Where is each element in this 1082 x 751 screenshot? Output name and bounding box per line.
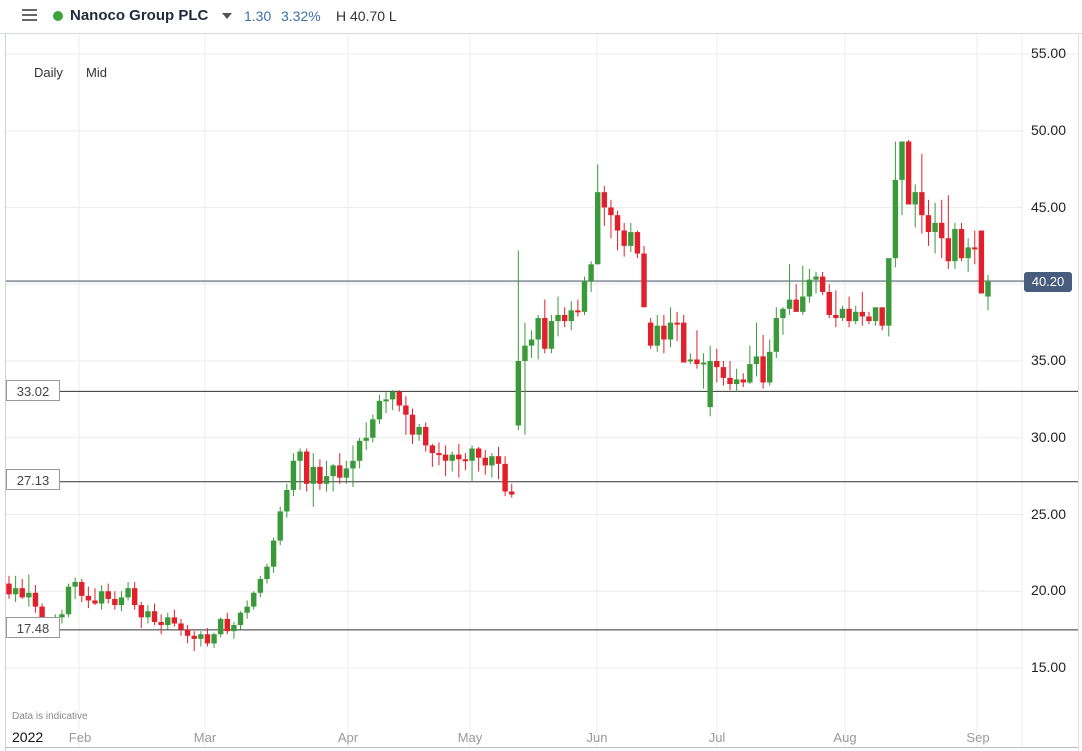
x-tick: Sep bbox=[966, 730, 990, 745]
level-label-3[interactable]: 17.48 bbox=[6, 617, 60, 638]
instrument-title[interactable]: Nanoco Group PLC bbox=[70, 7, 209, 24]
price-change: 1.30 bbox=[244, 8, 272, 24]
chart-frame-left bbox=[5, 34, 6, 751]
y-tick: 35.00 bbox=[1030, 352, 1066, 368]
y-tick: 15.00 bbox=[1030, 659, 1066, 675]
x-tick: Jul bbox=[708, 730, 726, 745]
x-tick: Mar bbox=[193, 730, 217, 745]
chart-frame-right bbox=[1078, 34, 1079, 751]
y-tick: 55.00 bbox=[1030, 45, 1066, 61]
y-tick: 20.00 bbox=[1030, 582, 1066, 598]
price-type-selector[interactable]: Mid bbox=[86, 65, 107, 80]
level-label-2[interactable]: 27.13 bbox=[6, 469, 60, 490]
y-tick: 25.00 bbox=[1030, 506, 1066, 522]
data-indicative-note: Data is indicative bbox=[12, 711, 88, 722]
x-axis-year: 2022 bbox=[12, 729, 44, 745]
x-tick: May bbox=[457, 730, 483, 745]
x-tick: Jun bbox=[586, 730, 608, 745]
price-change-percent: 3.32% bbox=[281, 8, 321, 24]
instrument-dropdown-chevron-icon[interactable] bbox=[222, 13, 232, 19]
hamburger-menu-icon[interactable] bbox=[22, 9, 37, 21]
level-label-1[interactable]: 33.02 bbox=[6, 380, 60, 401]
current-price-tag: 40.20 bbox=[1024, 272, 1072, 292]
y-tick: 45.00 bbox=[1030, 199, 1066, 215]
x-axis-baseline bbox=[6, 747, 1078, 748]
high-low-summary: H 40.70 L bbox=[336, 8, 397, 24]
x-tick: Apr bbox=[337, 730, 359, 745]
x-tick: Aug bbox=[833, 730, 857, 745]
market-status-dot-icon bbox=[53, 11, 63, 21]
chart-header: Nanoco Group PLC 1.30 3.32% H 40.70 L bbox=[0, 0, 1082, 34]
y-tick: 30.00 bbox=[1030, 429, 1066, 445]
timeframe-selector[interactable]: Daily bbox=[34, 65, 63, 80]
y-tick: 50.00 bbox=[1030, 122, 1066, 138]
x-tick: Feb bbox=[68, 730, 92, 745]
candlestick-chart[interactable] bbox=[0, 34, 1082, 751]
